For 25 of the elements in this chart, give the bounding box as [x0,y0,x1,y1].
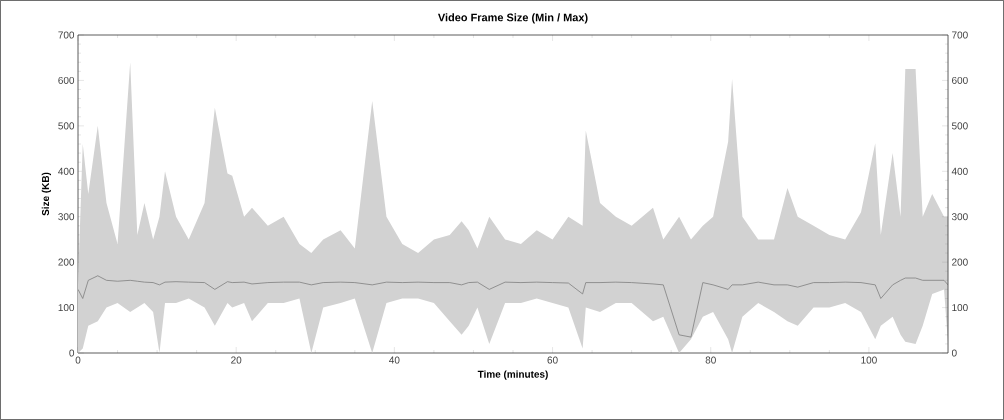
y2-tick-label: 100 [952,304,968,312]
y-tick-label: 200 [58,258,75,266]
x-tick-label: 100 [861,356,877,364]
x-tick-label: 20 [231,356,242,364]
y-axis-title: Size (KB) [41,172,52,216]
y-tick-label: 0 [69,349,75,357]
x-axis-title: Time (minutes) [477,370,548,380]
y2-tick-label: 0 [951,349,957,357]
y2-tick-label: 200 [952,258,968,266]
y-tick-label: 300 [58,213,75,221]
x-tick-label: 60 [547,356,558,364]
y2-tick-label: 700 [952,31,968,39]
y2-tick-label: 600 [952,76,968,84]
y-tick-label: 700 [58,31,75,39]
y2-tick-label: 300 [951,213,968,221]
y-tick-label: 600 [58,76,75,84]
y2-tick-label: 500 [951,122,968,130]
chart-title: Video Frame Size (Min / Max) [437,13,588,24]
y-tick-label: 500 [58,122,75,130]
x-tick-label: 40 [389,356,400,364]
y2-tick-label: 400 [951,167,968,175]
y-tick-label: 100 [58,304,75,312]
x-tick-label: 80 [705,356,716,364]
x-tick-label: 0 [75,356,81,364]
y-tick-label: 400 [58,167,75,175]
